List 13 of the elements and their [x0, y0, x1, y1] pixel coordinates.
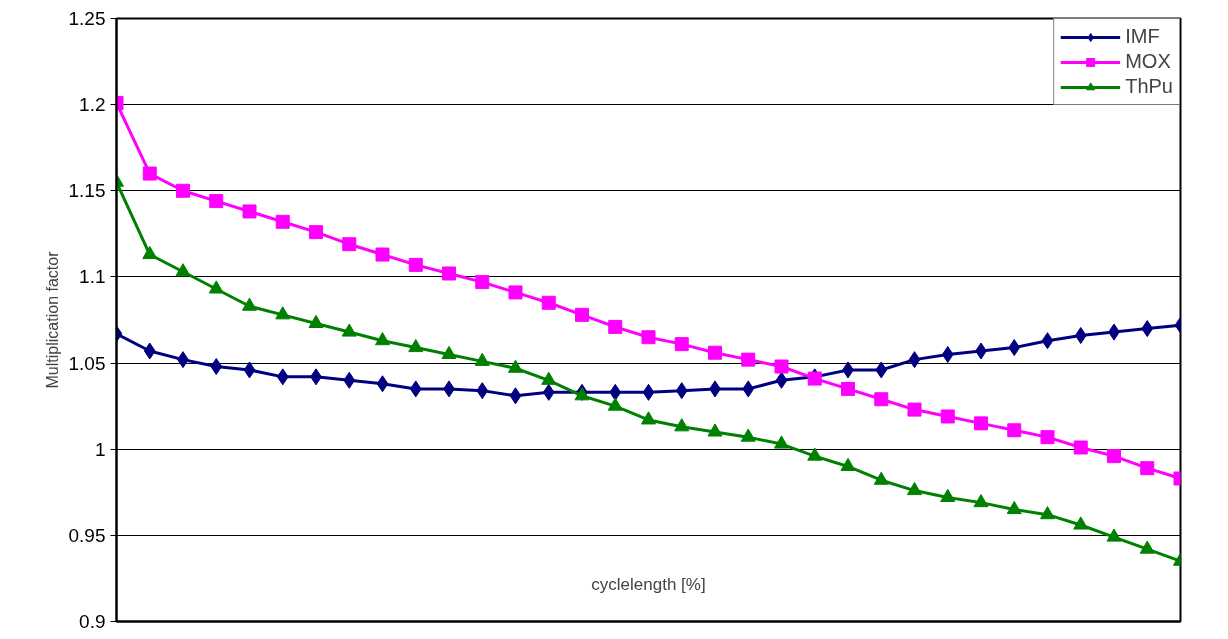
legend-label: ThPu [1125, 75, 1173, 98]
y-tick-label: 1.25 [68, 8, 106, 29]
y-tick-label: 1.15 [68, 180, 106, 202]
y-tick-label: 1.1 [79, 266, 106, 288]
legend-label: IMF [1125, 25, 1160, 48]
y-tick-label: 1.05 [68, 352, 106, 374]
y-tick-label: 1 [94, 438, 106, 460]
y-tick-label: 0.9 [79, 611, 106, 632]
y-tick-label: 0.95 [68, 524, 106, 546]
legend-label: MOX [1125, 50, 1171, 73]
y-axis-title: Multiplication factor [43, 250, 61, 389]
x-axis-title: cyclelength [%] [591, 574, 706, 594]
y-tick-label: 1.2 [79, 94, 106, 116]
